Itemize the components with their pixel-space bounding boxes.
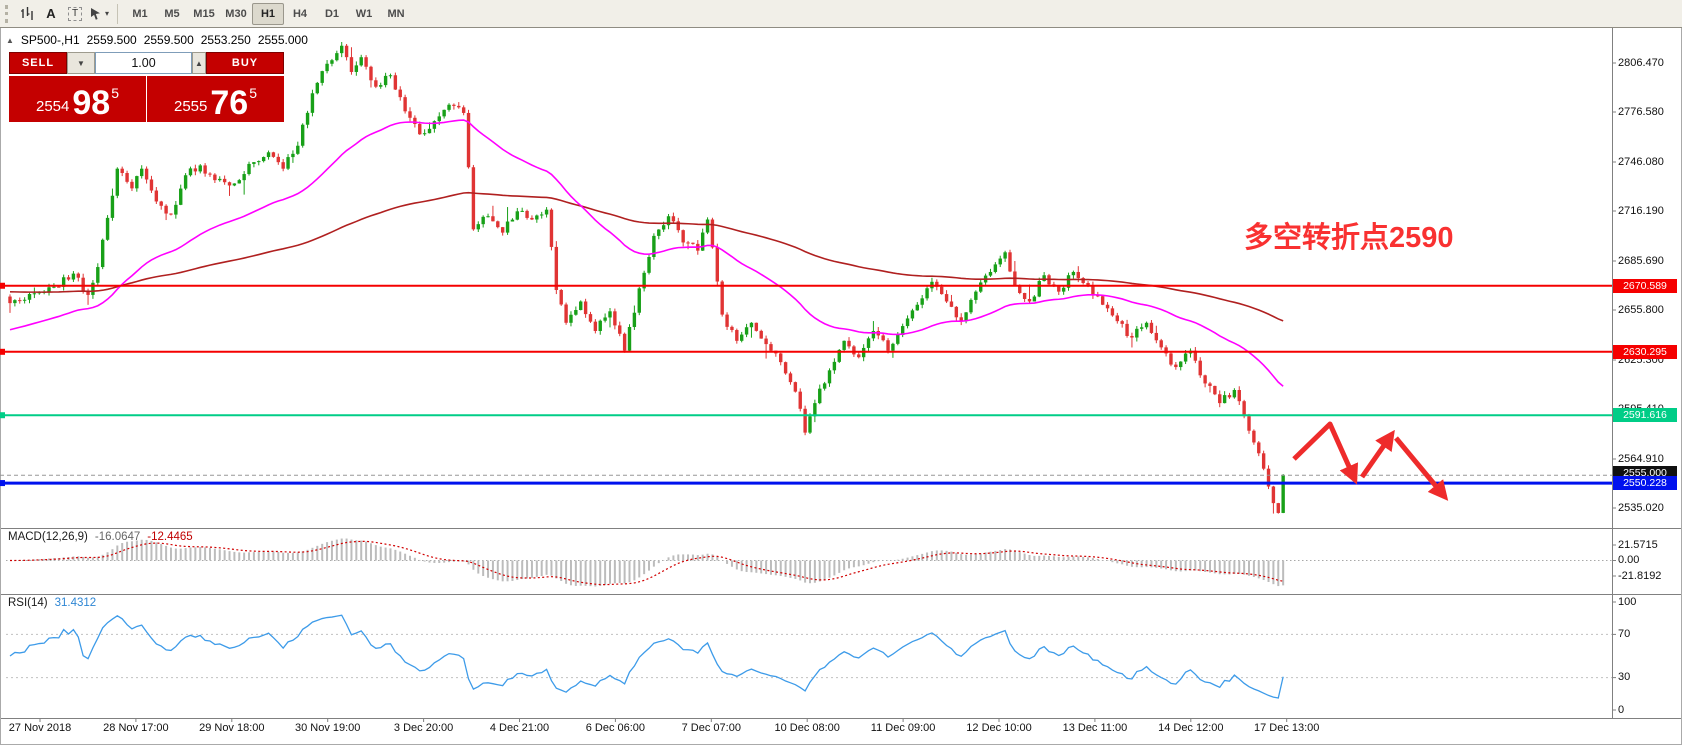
- price-axis-label: 2716.190: [1618, 204, 1664, 217]
- toolbar-separator: [117, 3, 118, 24]
- sell-price-fraction: 5: [111, 85, 119, 101]
- chevron-down-icon: ▾: [104, 9, 109, 18]
- price-axis-label: 2564.910: [1618, 452, 1664, 465]
- quote-header: ▲ SP500-,H1 2559.500 2559.500 2553.250 2…: [6, 33, 308, 47]
- time-axis-label: 27 Nov 2018: [8, 722, 72, 734]
- rsi-axis-label: 30: [1618, 671, 1631, 684]
- bar-chart-icon[interactable]: [15, 3, 39, 25]
- macd-axis-label: 0.00: [1618, 554, 1640, 566]
- collapse-icon[interactable]: ▲: [6, 35, 14, 45]
- trade-quotes-row: 2554 98 5 2555 76 5: [9, 76, 284, 122]
- buy-price-display[interactable]: 2555 76 5: [147, 76, 284, 122]
- timeframe-m1[interactable]: M1: [124, 3, 156, 25]
- time-axis-label: 13 Dec 11:00: [1062, 722, 1128, 734]
- cursor-icon: [90, 7, 100, 20]
- rsi-indicator-label: RSI(14) 31.4312: [8, 597, 96, 609]
- time-axis-label: 28 Nov 17:00: [103, 722, 169, 734]
- symbol-period: SP500-,H1: [20, 33, 80, 47]
- sell-price-pips: 98: [72, 84, 111, 123]
- macd-main-value: -16.0647: [94, 531, 141, 543]
- low-value: 2553.250: [200, 33, 251, 47]
- level-price-tag: 2630.295: [1613, 344, 1677, 359]
- font-tool-button[interactable]: A: [39, 3, 63, 25]
- time-axis-label: 30 Nov 19:00: [294, 722, 361, 734]
- rsi-name: RSI(14): [8, 597, 48, 609]
- time-axis-label: 11 Dec 09:00: [870, 722, 936, 734]
- time-axis-label: 10 Dec 08:00: [774, 722, 840, 734]
- open-value: 2559.500: [86, 33, 137, 47]
- macd-axis-label: 21.5715: [1618, 538, 1658, 551]
- rsi-axis-label: 100: [1618, 595, 1637, 608]
- font-tool-icon: A: [46, 6, 56, 21]
- rsi-value: 31.4312: [54, 597, 97, 609]
- ohlc-bars-icon: [20, 7, 33, 20]
- macd-axis-label: -21.8192: [1618, 569, 1662, 582]
- timeframe-m15[interactable]: M15: [188, 3, 220, 25]
- volume-increase-button[interactable]: ▲: [192, 52, 206, 74]
- chart-annotation-text[interactable]: 多空转折点2590: [1244, 222, 1454, 254]
- sell-button[interactable]: SELL: [9, 52, 67, 74]
- timeframe-w1[interactable]: W1: [348, 3, 380, 25]
- timeframe-m30[interactable]: M30: [220, 3, 252, 25]
- timeframe-m5[interactable]: M5: [156, 3, 188, 25]
- price-axis-label: 2746.080: [1618, 155, 1664, 168]
- level-price-tag: 2670.589: [1613, 278, 1677, 293]
- price-axis-label: 2685.690: [1618, 254, 1664, 267]
- price-axis-label: 2535.020: [1618, 501, 1664, 514]
- timeframe-h1[interactable]: H1: [252, 2, 284, 25]
- sell-price-display[interactable]: 2554 98 5: [9, 76, 146, 122]
- time-axis-label: 29 Nov 18:00: [199, 722, 265, 734]
- timeframe-mn[interactable]: MN: [380, 3, 412, 25]
- macd-signal-value: -12.4465: [147, 531, 193, 543]
- price-axis-label: 2776.580: [1618, 105, 1664, 118]
- toolbar-grip[interactable]: [5, 4, 9, 23]
- timeframe-h4[interactable]: H4: [284, 3, 316, 25]
- time-axis-label: 4 Dec 21:00: [489, 722, 550, 734]
- text-label-tool-button[interactable]: T: [63, 3, 87, 25]
- buy-price-base: 2555: [174, 98, 208, 115]
- trade-controls-row: SELL ▼ ▲ BUY: [9, 52, 284, 74]
- rsi-axis-label: 0: [1618, 703, 1625, 716]
- draw-tools-dropdown[interactable]: ▾: [87, 3, 111, 25]
- sell-price-base: 2554: [36, 98, 70, 115]
- volume-input[interactable]: [95, 52, 192, 74]
- macd-name: MACD(12,26,9): [8, 531, 88, 543]
- level-price-tag: 2550.228: [1613, 476, 1677, 491]
- time-axis-label: 3 Dec 20:00: [393, 722, 454, 734]
- time-axis-label: 7 Dec 07:00: [681, 722, 741, 734]
- timeframe-d1[interactable]: D1: [316, 3, 348, 25]
- time-axis-label: 17 Dec 13:00: [1253, 722, 1320, 734]
- buy-price-pips: 76: [210, 84, 249, 123]
- close-value: 2555.000: [257, 33, 308, 47]
- volume-decrease-button[interactable]: ▼: [67, 52, 95, 74]
- price-axis-label: 2655.800: [1618, 303, 1664, 316]
- text-label-icon: T: [67, 6, 83, 21]
- buy-button[interactable]: BUY: [206, 52, 284, 74]
- level-price-tag: 2591.616: [1613, 408, 1677, 423]
- time-axis-label: 6 Dec 06:00: [585, 722, 646, 734]
- rsi-axis-label: 70: [1618, 627, 1631, 640]
- macd-indicator-label: MACD(12,26,9) -16.0647 -12.4465: [8, 531, 193, 543]
- toolbar: A T ▾ M1 M5 M15 M30 H1 H4 D1 W1 MN: [0, 0, 1682, 28]
- price-axis-label: 2806.470: [1618, 56, 1664, 69]
- time-axis-label: 14 Dec 12:00: [1158, 722, 1224, 734]
- time-axis-label: 12 Dec 10:00: [966, 722, 1032, 734]
- high-value: 2559.500: [143, 33, 194, 47]
- buy-price-fraction: 5: [249, 85, 257, 101]
